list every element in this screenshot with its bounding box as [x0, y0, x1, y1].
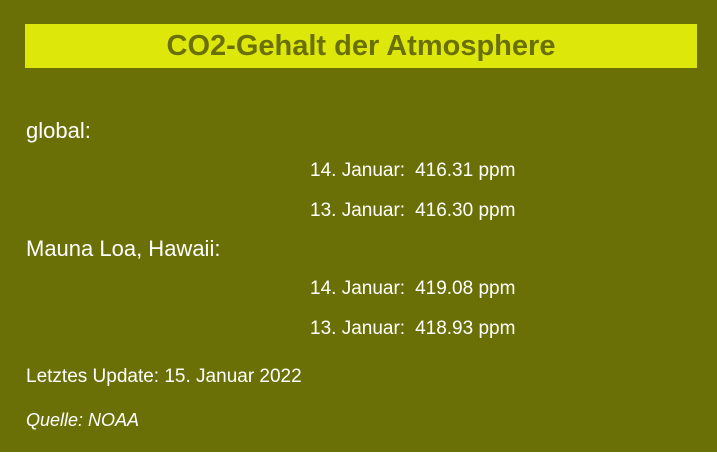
- reading-value: 416.30 ppm: [415, 200, 516, 221]
- reading-row: 13. Januar: 416.30 ppm: [310, 200, 515, 222]
- section-label: Mauna Loa, Hawaii:: [26, 236, 221, 261]
- section-label: global:: [26, 118, 91, 143]
- reading-row: 14. Januar: 419.08 ppm: [310, 278, 515, 300]
- source-note: Quelle: NOAA: [26, 410, 140, 430]
- reading-row: 14. Januar: 416.31 ppm: [310, 160, 515, 182]
- reading-date: 14. Januar:: [310, 278, 406, 299]
- title: CO2-Gehalt der Atmosphere: [25, 24, 697, 68]
- reading-value: 419.08 ppm: [415, 278, 516, 299]
- reading-date: 13. Januar:: [310, 200, 406, 221]
- reading-row: 13. Januar: 418.93 ppm: [310, 318, 515, 340]
- reading-value: 418.93 ppm: [415, 318, 516, 339]
- reading-value: 416.31 ppm: [415, 160, 516, 181]
- reading-date: 14. Januar:: [310, 160, 406, 181]
- reading-date: 13. Januar:: [310, 318, 406, 339]
- update-note: Letztes Update: 15. Januar 2022: [26, 366, 302, 387]
